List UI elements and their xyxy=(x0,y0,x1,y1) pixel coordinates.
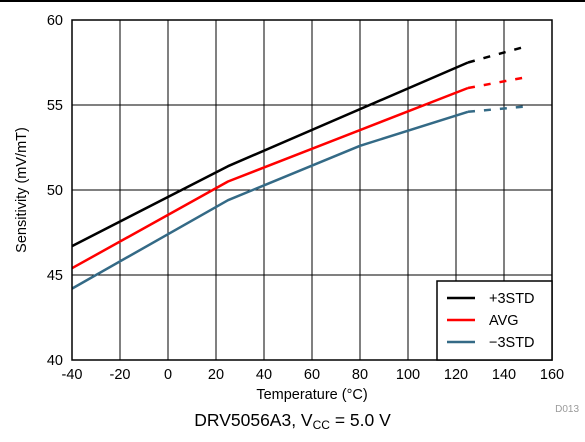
caption-prefix: DRV5056A3, V xyxy=(194,410,313,430)
x-tick-label: 80 xyxy=(352,367,368,383)
x-axis-title: Temperature (°C) xyxy=(256,387,367,403)
y-tick-labels: 40 45 50 55 60 xyxy=(47,13,63,369)
x-tick-labels: -40 -20 0 20 40 60 80 100 120 140 160 xyxy=(62,367,565,383)
y-tick-label: 60 xyxy=(47,13,63,29)
y-axis-title: Sensitivity (mV/mT) xyxy=(14,127,30,253)
x-tick-label: 60 xyxy=(304,367,320,383)
top-rule xyxy=(0,0,585,2)
legend-label: AVG xyxy=(489,313,519,329)
figure-caption: DRV5056A3, VCC = 5.0 V xyxy=(0,410,585,432)
series-line-0 xyxy=(71,61,469,248)
x-tick-label: -40 xyxy=(62,367,83,383)
y-tick-label: 40 xyxy=(47,353,63,369)
y-tick-label: 45 xyxy=(47,268,63,284)
x-tick-label: 0 xyxy=(164,367,172,383)
legend-label: −3STD xyxy=(489,335,535,351)
x-tick-label: 20 xyxy=(208,367,224,383)
series-extrapolation-1 xyxy=(467,76,524,90)
figure-id: D013 xyxy=(555,404,579,415)
x-tick-label: 160 xyxy=(540,367,564,383)
legend: +3STD AVG −3STD xyxy=(436,280,553,361)
y-tick-label: 50 xyxy=(47,183,63,199)
series-extrapolation-0 xyxy=(467,45,524,64)
x-tick-label: 140 xyxy=(492,367,516,383)
x-tick-label: 40 xyxy=(256,367,272,383)
series-lines xyxy=(71,45,524,290)
legend-box xyxy=(436,280,553,361)
legend-label: +3STD xyxy=(489,291,535,307)
series-extrapolation-2 xyxy=(467,105,524,114)
y-tick-label: 55 xyxy=(47,98,63,114)
series-line-1 xyxy=(71,86,469,270)
x-tick-label: 100 xyxy=(396,367,420,383)
caption-suffix: = 5.0 V xyxy=(329,410,391,430)
caption-subscript: CC xyxy=(312,418,330,432)
plot-frame xyxy=(71,19,553,361)
series-line-2 xyxy=(71,110,469,290)
x-tick-label: -20 xyxy=(110,367,131,383)
x-tick-label: 120 xyxy=(444,367,468,383)
grid xyxy=(72,20,552,360)
